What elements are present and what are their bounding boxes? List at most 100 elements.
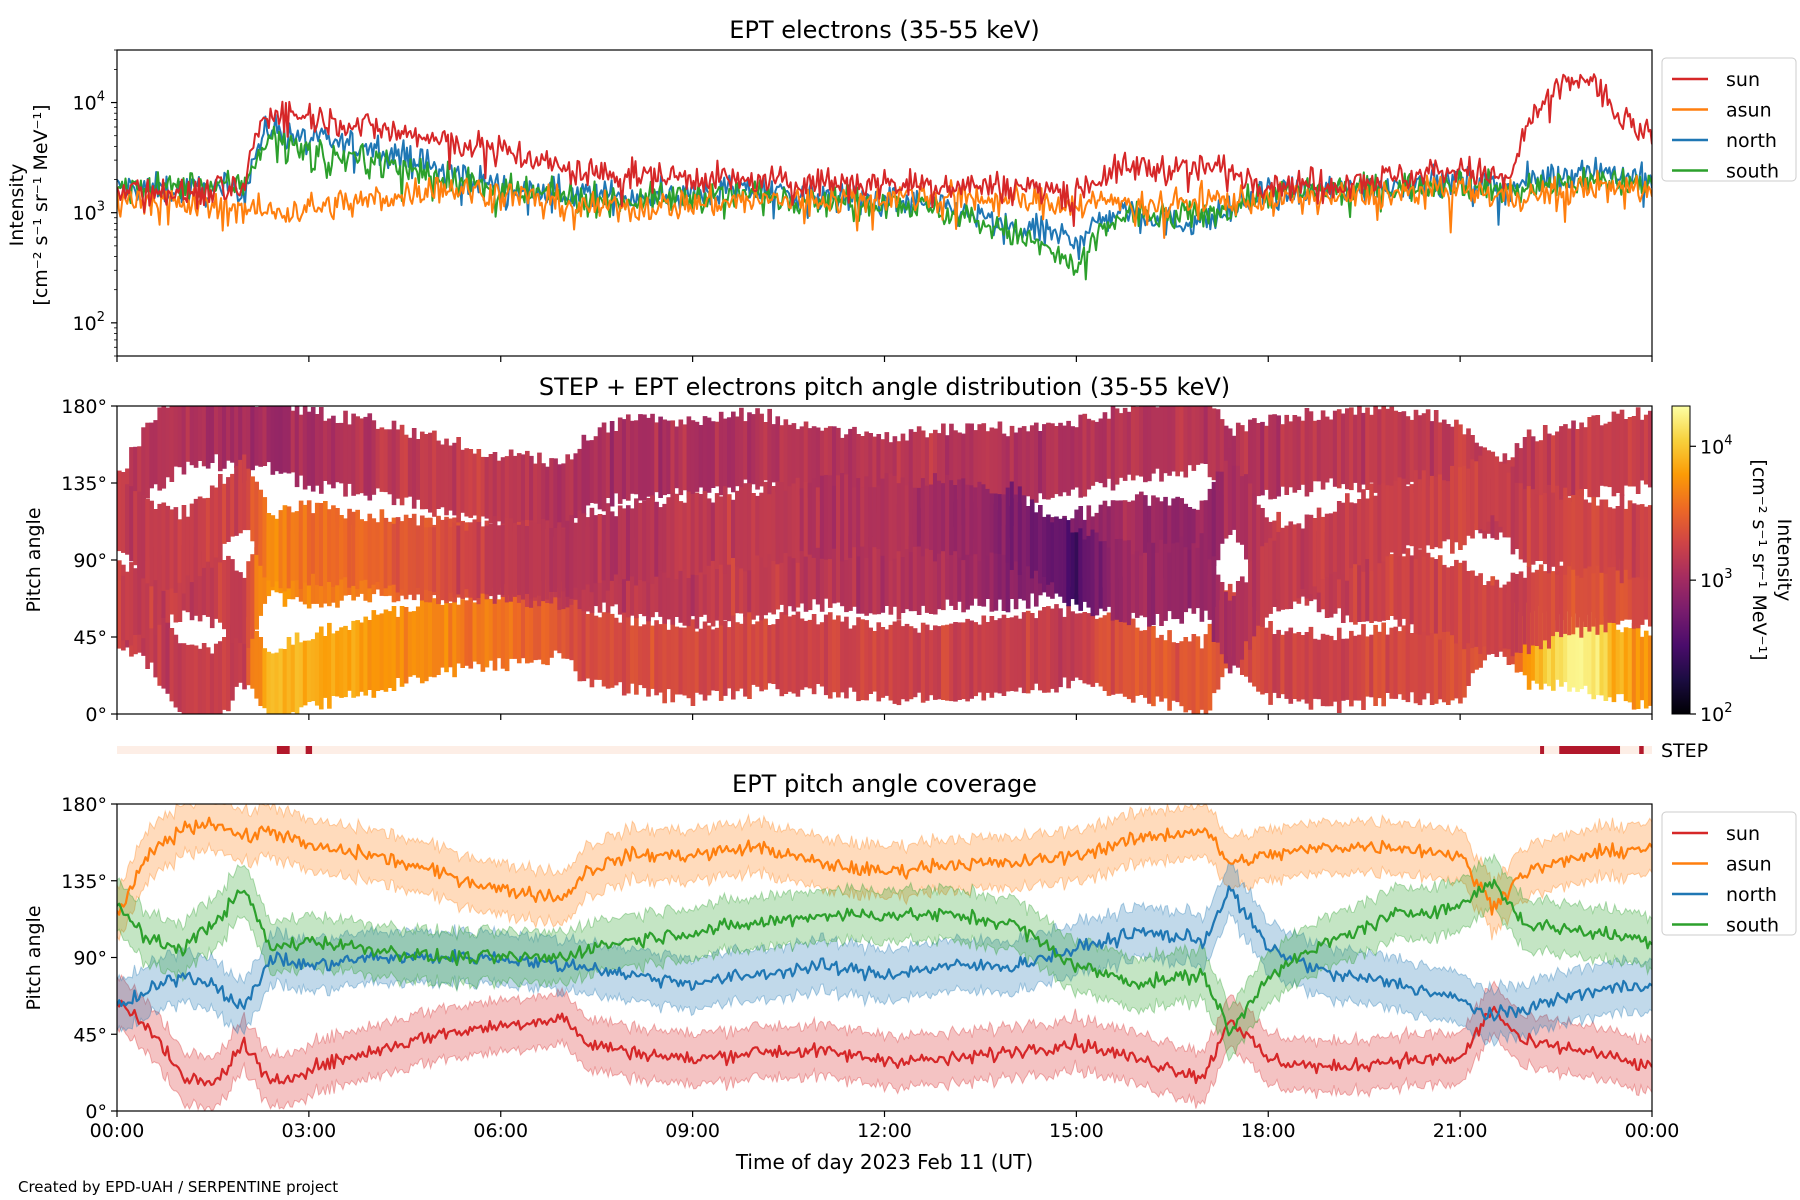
y-tick-label: 103: [73, 200, 105, 225]
heatmap-cell: [589, 606, 595, 688]
heatmap-cell: [1357, 634, 1362, 701]
heatmap-cell: [823, 474, 829, 560]
heatmap-cell: [856, 478, 861, 557]
x-tick-label: 18:00: [1241, 1120, 1296, 1142]
heatmap-cell: [1522, 489, 1528, 563]
heatmap-cell: [524, 586, 530, 664]
heatmap-cell: [375, 522, 381, 582]
heatmap-cell: [1276, 532, 1281, 612]
heatmap-cell: [339, 627, 344, 698]
heatmap-cell: [1272, 414, 1277, 499]
heatmap-cell: [1106, 506, 1112, 580]
heatmap-cell: [440, 604, 445, 668]
heatmap-cell: [1106, 418, 1112, 479]
heatmap-cell: [1038, 431, 1043, 494]
heatmap-cell: [1575, 613, 1580, 692]
heatmap-cell: [928, 630, 934, 696]
heatmap-cell: [549, 528, 554, 592]
heatmap-cell: [1389, 554, 1395, 616]
heatmap-cell: [314, 414, 320, 486]
heatmap-cell: [1223, 460, 1229, 539]
heatmap-cell: [779, 542, 785, 605]
heatmap-cell: [1054, 604, 1059, 693]
heatmap-cell: [613, 544, 619, 605]
heatmap-cell: [957, 479, 962, 558]
heatmap-cell: [702, 416, 708, 496]
heatmap-cell: [1546, 560, 1552, 649]
heatmap-cell: [1559, 565, 1564, 638]
series-line-south: [117, 878, 1652, 1037]
heatmap-cell: [282, 649, 288, 714]
heatmap-cell: [985, 488, 991, 556]
heatmap-cell: [593, 615, 599, 680]
heatmap-cell: [1437, 422, 1443, 487]
heatmap-cell: [908, 482, 914, 552]
heatmap-cell: [581, 609, 587, 682]
heatmap-cell: [642, 414, 647, 501]
heatmap-cell: [529, 455, 534, 536]
heatmap-cell: [468, 449, 474, 518]
heatmap-cell: [1110, 406, 1116, 491]
heatmap-cell: [1316, 639, 1322, 700]
heatmap-cell: [270, 406, 276, 475]
heatmap-cell: [1401, 411, 1407, 489]
y-tick-label: 135°: [61, 871, 107, 893]
heatmap-cell: [1490, 585, 1496, 654]
heatmap-cell: [658, 507, 663, 571]
heatmap-cell: [1599, 425, 1605, 486]
heatmap-cell: [973, 487, 979, 555]
heatmap-cell: [137, 446, 142, 505]
heatmap-cell: [678, 627, 684, 695]
heatmap-cell: [1110, 536, 1116, 621]
heatmap-cell: [1365, 636, 1370, 697]
heatmap-cell: [428, 432, 433, 513]
heatmap-cell: [1643, 414, 1649, 485]
heatmap-cell: [698, 425, 704, 488]
heatmap-cell: [415, 606, 421, 678]
heatmap-cell: [621, 419, 627, 500]
heatmap-cell: [262, 648, 268, 709]
heatmap-cell: [452, 592, 457, 678]
heatmap-cell: [246, 468, 251, 531]
heatmap-cell: [1409, 484, 1415, 547]
heatmap-cell: [165, 505, 171, 590]
heatmap-cell: [856, 617, 861, 702]
heatmap-cell: [1559, 499, 1564, 562]
heatmap-cell: [274, 518, 280, 582]
heatmap-cell: [1211, 481, 1217, 567]
heatmap-cell: [302, 640, 308, 706]
heatmap-cell: [541, 463, 546, 532]
heatmap-cell: [217, 641, 223, 714]
heatmap-cell: [1466, 571, 1471, 644]
heatmap-cell: [993, 526, 999, 611]
heatmap-cell: [1599, 620, 1605, 696]
heatmap-cell: [771, 486, 777, 561]
heatmap-cell: [310, 639, 316, 702]
heatmap-cell: [250, 476, 255, 542]
heatmap-cell: [1009, 617, 1015, 691]
heatmap-cell: [141, 495, 146, 579]
heatmap-cell: [1038, 610, 1043, 691]
panel1-title: EPT electrons (35-55 keV): [729, 16, 1039, 44]
heatmap-cell: [456, 525, 461, 595]
heatmap-cell: [440, 444, 445, 508]
heatmap-cell: [601, 514, 607, 581]
heatmap-cell: [1058, 608, 1063, 688]
heatmap-cell: [1450, 465, 1455, 554]
heatmap-cell: [997, 494, 1003, 554]
heatmap-cell: [222, 483, 227, 544]
heatmap-cell: [1559, 426, 1564, 504]
heatmap-cell: [1272, 540, 1277, 607]
heatmap-cell: [1405, 548, 1411, 630]
heatmap-cell: [1280, 529, 1286, 610]
heatmap-cell: [900, 536, 906, 613]
heatmap-cell: [1062, 425, 1067, 493]
heatmap-cell: [137, 491, 142, 574]
heatmap-cell: [504, 517, 510, 603]
heatmap-cell: [145, 422, 150, 499]
heatmap-cell: [1215, 471, 1221, 561]
heatmap-cell: [1312, 518, 1318, 587]
heatmap-cell: [686, 626, 692, 699]
legend-label-south: south: [1726, 915, 1779, 937]
heatmap-cell: [262, 406, 268, 466]
